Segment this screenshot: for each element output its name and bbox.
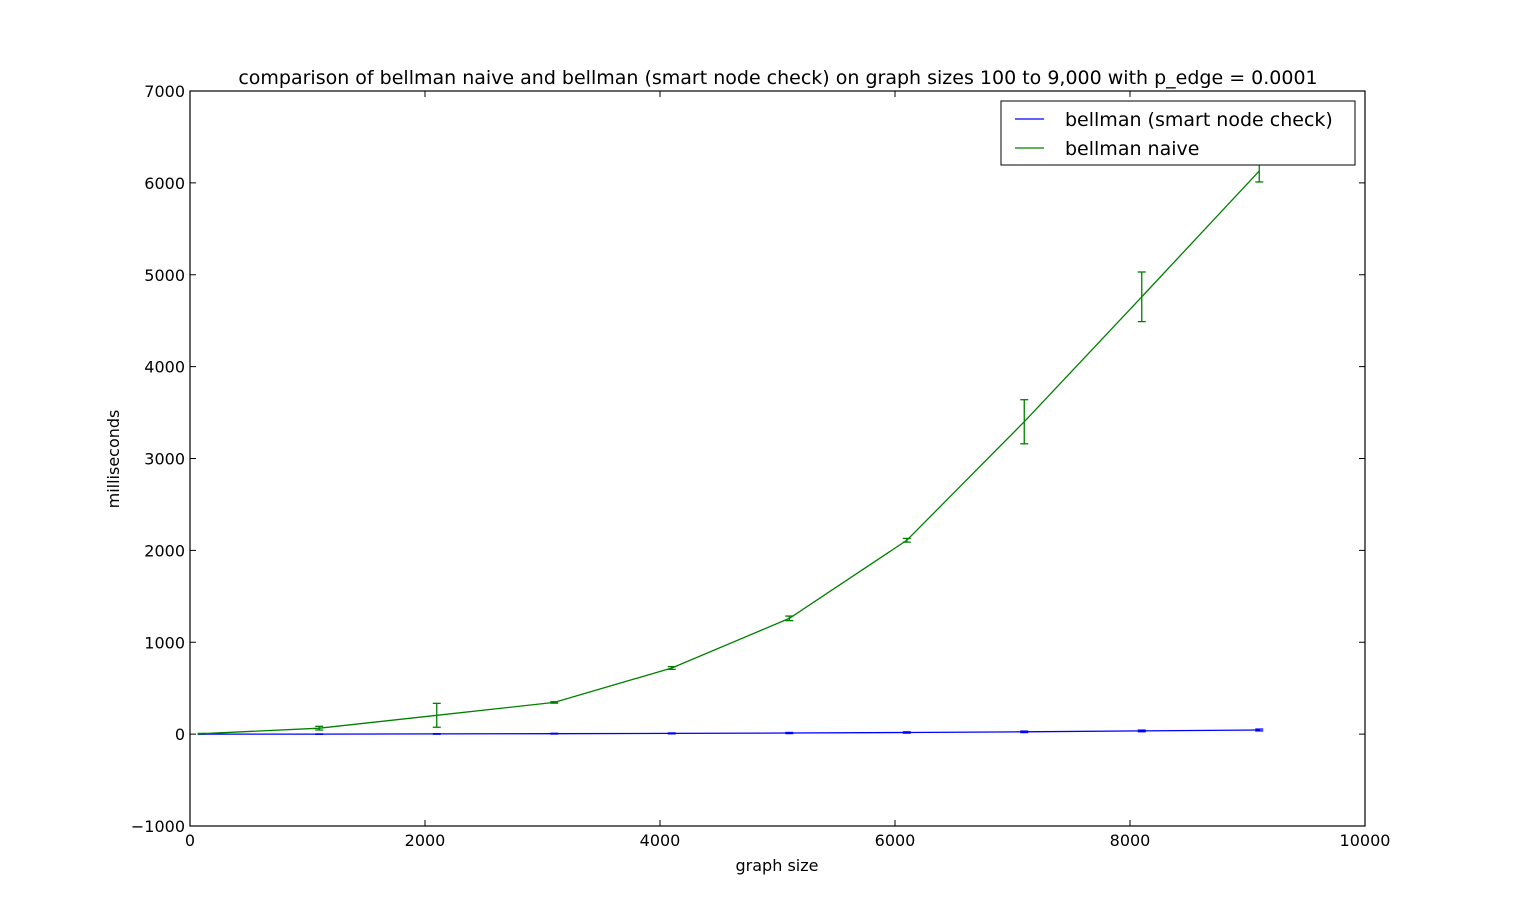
legend-label: bellman naive (1065, 138, 1199, 160)
error-bar (1020, 730, 1029, 734)
y-tick-label: 5000 (144, 266, 185, 285)
error-bar (667, 665, 676, 671)
x-tick-label: 0 (185, 831, 195, 850)
series-1 (197, 159, 1264, 735)
y-tick-label: 3000 (144, 450, 185, 469)
error-bar (315, 725, 324, 731)
chart-title: comparison of bellman naive and bellman … (238, 67, 1317, 89)
y-tick-label: 0 (175, 725, 185, 744)
error-bar (197, 732, 206, 735)
y-tick-label: 1000 (144, 633, 185, 652)
x-tick-label: 8000 (1110, 831, 1151, 850)
error-bar (902, 731, 911, 734)
series-layer (197, 159, 1264, 735)
y-tick-label: −1000 (131, 817, 185, 836)
error-bar (550, 732, 559, 735)
y-tick-label: 7000 (144, 82, 185, 101)
x-tick-label: 4000 (640, 831, 681, 850)
error-bar (1137, 729, 1146, 733)
error-bar (1137, 271, 1146, 323)
y-tick-label: 4000 (144, 358, 185, 377)
error-bar (432, 733, 441, 735)
legend: bellman (smart node check) bellman naive (1000, 100, 1356, 166)
y-tick-label: 6000 (144, 174, 185, 193)
x-tick-label: 2000 (405, 831, 446, 850)
legend-label: bellman (smart node check) (1065, 109, 1333, 131)
error-bar (1255, 728, 1264, 732)
series-line (201, 729, 1260, 735)
x-tick-label: 10000 (1340, 831, 1391, 850)
legend-box (1000, 100, 1356, 166)
x-tick-label: 6000 (875, 831, 916, 850)
error-bar (550, 701, 559, 704)
error-bar (667, 732, 676, 735)
axes-layer: 0 2000 4000 6000 8000 10000−10000100020003000… (131, 82, 1391, 850)
series-line (201, 170, 1260, 735)
error-bar (785, 731, 794, 735)
y-tick-label: 2000 (144, 541, 185, 560)
x-axis-title: graph size (736, 856, 819, 875)
error-bar (432, 702, 441, 728)
error-bar (785, 615, 794, 622)
error-bar (1020, 399, 1029, 445)
y-axis-title: milliseconds (104, 410, 123, 509)
error-bar (902, 537, 911, 543)
